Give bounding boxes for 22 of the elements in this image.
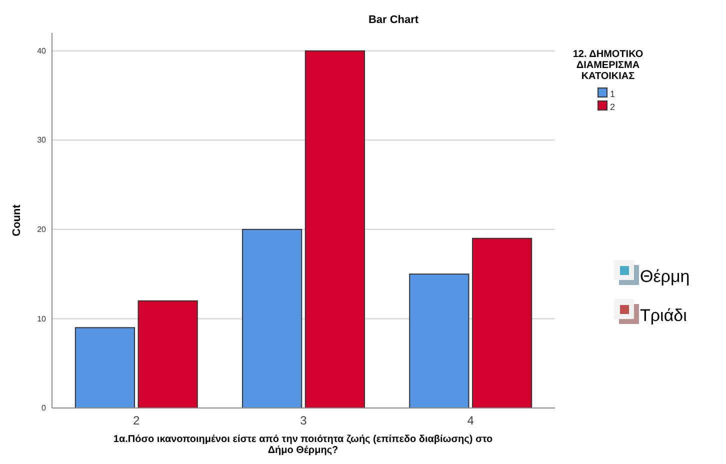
legend-label: 1 [610,89,616,99]
y-tick-label: 10 [37,314,47,324]
y-tick-label: 20 [37,224,47,234]
x-tick-label: 2 [133,414,140,428]
y-axis-title: Count [11,204,23,236]
chart-title: Bar Chart [368,14,419,26]
bar [409,274,470,408]
bar [74,327,136,408]
bar [138,300,198,408]
legend-title: 12. ΔΗΜΟΤΙΚΟ ΔΙΑΜΕΡΙΣΜΑ ΚΑΤΟΙΚΙΑΣ [572,49,644,82]
bar [472,238,532,408]
x-tick-label: 4 [467,414,474,428]
text: Τριάδι [640,306,688,325]
y-tick-label: 30 [37,136,47,145]
x-tick-label: 3 [300,414,308,428]
y-tick-label: 0 [42,404,47,413]
text: Θέρμη [640,267,690,286]
legend-label: 2 [610,102,616,112]
bar [304,50,365,408]
x-axis-title: 1α.Πόσο ικανοποιημένοι είστε από την ποιότητα ζωής (επίπεδο διαβίωσης) στο Δήμο Θέρμης? [113,434,493,456]
y-tick-label: 40 [37,46,47,56]
bar [242,228,302,408]
